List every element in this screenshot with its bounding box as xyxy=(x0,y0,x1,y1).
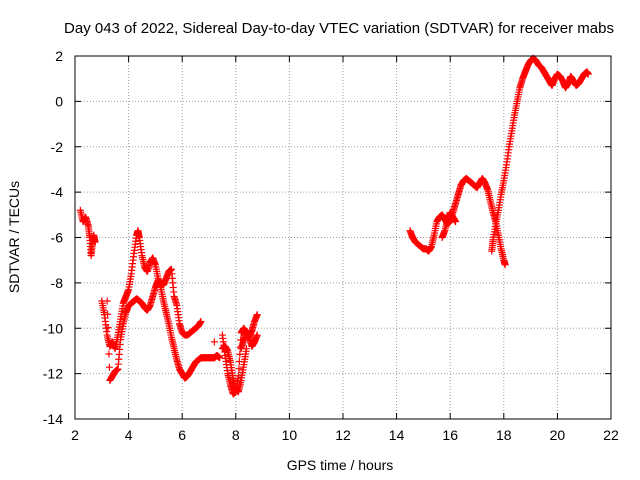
axis-ticks: 2 4 6 8 10 12 14 16 18 20 22 -14 -12 -10 -8 -6 -4 -2 0 2 xyxy=(43,48,619,443)
data-point-marker xyxy=(103,297,111,305)
data-point-marker xyxy=(105,350,113,358)
x-tick-label: 18 xyxy=(496,427,512,443)
data-point-marker xyxy=(253,311,261,319)
data-point-marker xyxy=(253,331,261,339)
x-tick-label: 8 xyxy=(232,427,240,443)
x-tick-label: 10 xyxy=(282,427,298,443)
data-point-marker xyxy=(91,238,99,246)
y-tick-label: 0 xyxy=(55,93,63,109)
x-tick-label: 12 xyxy=(335,427,351,443)
y-tick-label: -12 xyxy=(43,366,63,382)
x-tick-label: 20 xyxy=(550,427,566,443)
data-point-marker xyxy=(234,372,242,380)
data-point-marker xyxy=(197,317,205,325)
data-point-marker xyxy=(452,218,460,226)
data-point-marker xyxy=(105,337,112,345)
data-point-marker xyxy=(235,358,243,366)
y-tick-label: -14 xyxy=(43,411,63,427)
data-point-marker xyxy=(235,365,243,373)
data-point-marker xyxy=(216,354,224,362)
y-tick-label: -4 xyxy=(51,184,64,200)
x-tick-label: 2 xyxy=(71,427,79,443)
y-tick-label: -2 xyxy=(51,139,64,155)
data-point-marker xyxy=(501,261,509,269)
chart-title: Day 043 of 2022, Sidereal Day-to-day VTE… xyxy=(64,20,614,37)
y-tick-label: -6 xyxy=(51,230,64,246)
x-tick-label: 14 xyxy=(389,427,405,443)
plot-frame xyxy=(74,55,612,420)
x-tick-label: 6 xyxy=(178,427,186,443)
y-tick-label: 2 xyxy=(55,48,63,64)
y-tick-label: -10 xyxy=(43,320,63,336)
data-points xyxy=(76,54,592,398)
data-point-marker xyxy=(105,363,113,371)
x-tick-label: 22 xyxy=(603,427,619,443)
data-point-marker xyxy=(236,350,244,358)
data-point-marker xyxy=(104,310,112,318)
y-axis-label: SDTVAR / TECUs xyxy=(6,181,22,293)
x-axis-label: GPS time / hours xyxy=(287,457,394,473)
data-point-marker xyxy=(104,323,112,331)
data-point-marker xyxy=(584,70,592,78)
grid-lines xyxy=(75,56,611,419)
data-point-marker xyxy=(210,338,218,346)
y-tick-label: -8 xyxy=(51,275,64,291)
x-tick-label: 4 xyxy=(125,427,133,443)
x-tick-label: 16 xyxy=(442,427,458,443)
